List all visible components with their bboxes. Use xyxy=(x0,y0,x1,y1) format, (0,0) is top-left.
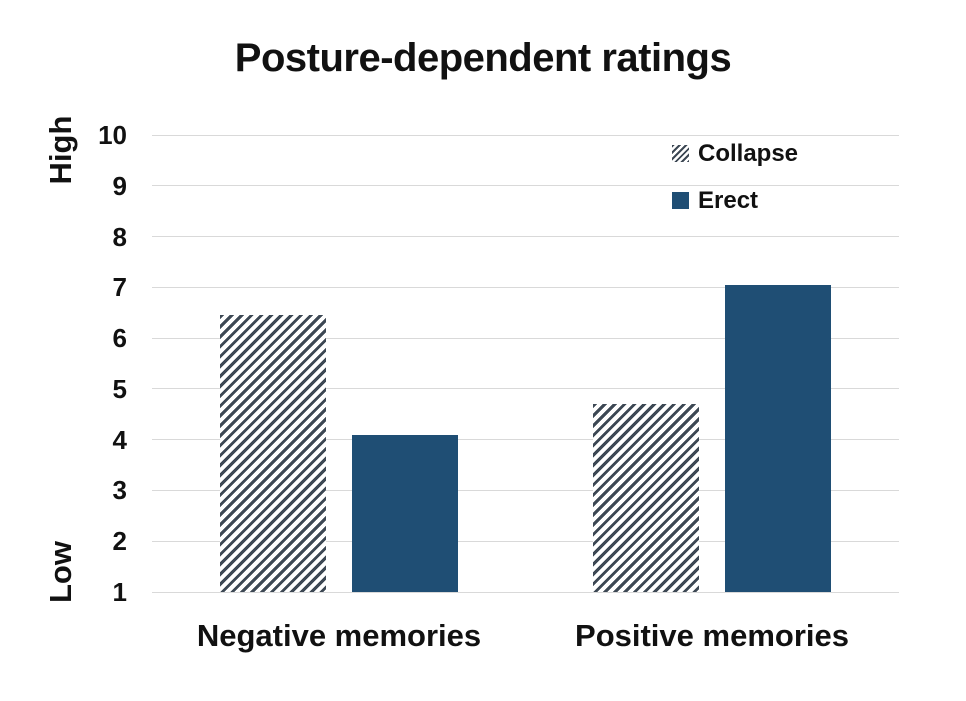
bar-erect-negative-memories xyxy=(352,434,458,592)
y-tick-label: 2 xyxy=(112,526,127,557)
plot-area: 1 2 3 4 5 6 7 8 9 10 xyxy=(98,120,899,607)
gridline xyxy=(152,185,899,187)
y-tick-label: 10 xyxy=(98,120,127,150)
gridline xyxy=(152,286,899,288)
y-tick-label: 4 xyxy=(112,424,127,455)
y-tick-label: 3 xyxy=(112,475,127,506)
gridline xyxy=(152,489,899,491)
bar-collapse-negative-memories xyxy=(220,315,326,592)
legend-swatch-hatched-icon xyxy=(672,145,689,162)
y-tick-label: 6 xyxy=(112,323,127,354)
y-tick-label: 8 xyxy=(112,221,127,252)
chart-title: Posture-dependent ratings xyxy=(234,36,732,80)
y-tick-label: 7 xyxy=(112,272,127,303)
gridline xyxy=(152,540,899,542)
gridline xyxy=(152,439,899,441)
y-tick-label: 9 xyxy=(112,170,127,201)
legend-swatch-solid-icon xyxy=(672,192,689,209)
y-tick-label: 5 xyxy=(112,373,127,404)
legend-label: Erect xyxy=(698,186,759,214)
category-label-negative-memories: Negative memories xyxy=(196,618,482,653)
gridline xyxy=(152,388,899,390)
gridline xyxy=(152,236,899,238)
bar-collapse-positive-memories xyxy=(593,404,699,592)
legend: Collapse Erect xyxy=(672,130,798,224)
y-tick-label: 1 xyxy=(112,577,127,607)
y-axis-low-label: Low xyxy=(43,541,78,603)
category-label-positive-memories: Positive memories xyxy=(575,618,849,653)
legend-item-erect: Erect xyxy=(672,177,798,224)
gridline xyxy=(152,591,899,593)
bar-erect-positive-memories xyxy=(725,284,831,592)
y-axis-high-label: High xyxy=(43,115,78,185)
legend-label: Collapse xyxy=(698,139,799,167)
gridline xyxy=(152,337,899,339)
legend-item-collapse: Collapse xyxy=(672,130,798,177)
gridline xyxy=(152,134,899,136)
